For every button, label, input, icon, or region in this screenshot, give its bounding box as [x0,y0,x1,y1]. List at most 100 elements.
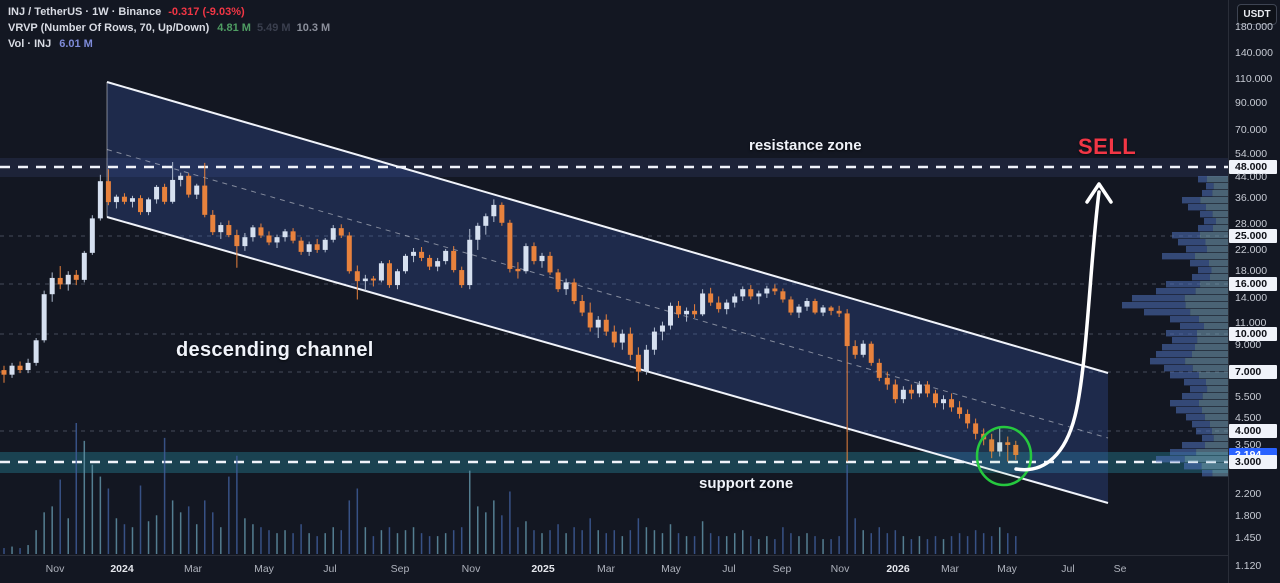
candle-body [796,306,802,313]
profile-down-bar [1198,176,1207,183]
volume-bar [468,470,471,554]
candlestick-chart[interactable] [0,0,1228,555]
volume-bar [67,518,69,554]
volume-bar [107,488,110,554]
candle-body [17,365,23,371]
candle-body [748,289,754,297]
candle-body [9,365,15,375]
volume-bar [966,536,969,554]
volume-label[interactable]: Vol · INJ [8,38,52,50]
volume-bar [814,536,816,554]
volume-bar [525,521,527,554]
profile-up-bar [1192,351,1228,358]
volume-bar [822,539,824,554]
legend-vrvp-row[interactable]: VRVP (Number Of Rows, 70, Up/Down) 4.81 M… [8,20,330,36]
candle-body [836,310,842,314]
profile-up-bar [1197,337,1228,344]
candle-body [812,301,818,313]
candle-body [780,291,786,300]
volume-bar [485,512,487,554]
candle-body [121,196,127,202]
volume-bar [557,524,559,554]
price-axis[interactable]: USDT 180.000 140.000 110.000 90.000 70.000 54… [1228,0,1280,583]
candle-body [627,333,633,355]
resistance-zone-label[interactable]: resistance zone [749,137,862,154]
profile-up-bar [1209,260,1228,267]
volume-bar [163,437,166,554]
price-tick-label: 4.500 [1235,412,1262,424]
volume-bar [404,530,407,554]
candle-body [242,237,248,247]
volume-bar [685,536,688,554]
profile-down-bar [1156,456,1185,463]
volume-bar [774,539,776,554]
candle-body [708,293,714,303]
projection-arrow [1014,190,1101,472]
descending-channel-label[interactable]: descending channel [176,339,374,361]
volume-bar [733,533,736,554]
price-tick-label: 70.000 [1235,124,1268,136]
profile-up-bar [1201,463,1228,470]
candle-body [386,263,392,286]
profile-up-bar [1192,365,1228,372]
candle-body [587,312,593,328]
volume-bar [918,536,921,554]
symbol-title[interactable]: INJ / TetherUS · 1W · Binance [8,6,162,18]
volume-bar [693,536,696,554]
candle-body [884,377,890,385]
candle-body [547,255,553,273]
candle-body [989,439,995,452]
currency-toggle-button[interactable]: USDT [1237,4,1277,25]
profile-down-bar [1192,421,1210,428]
volume-bar [902,536,905,554]
volume-bar [428,536,431,554]
volume-bar [380,530,383,554]
sell-label[interactable]: SELL [1078,134,1137,159]
volume-bar [43,512,45,554]
time-axis[interactable]: Nov 2024 Mar May Jul Sep Nov 2025 Mar May Jul Sep No… [0,555,1228,583]
profile-up-bar [1185,358,1228,365]
profile-up-bar [1202,393,1228,400]
profile-down-bar [1196,428,1212,435]
volume-bar [517,527,519,554]
time-tick-label: Jul [323,563,337,575]
volume-bar [204,500,206,554]
candle-body [555,272,561,290]
volume-bar [998,527,1001,554]
candle-body [941,399,947,404]
vrvp-value-3: 10.3 M [296,22,331,34]
chart-canvas[interactable] [0,0,1228,555]
candle-body [973,423,979,434]
volume-bar [605,533,607,554]
candle-body [178,175,184,180]
profile-down-bar [1202,190,1213,197]
time-tick-label: 2024 [110,563,134,575]
volume-bar [669,524,672,554]
volume-bar [717,536,720,554]
support-zone-label[interactable]: support zone [699,475,794,492]
profile-up-bar [1200,232,1228,239]
candle-body [844,313,850,347]
vrvp-label[interactable]: VRVP (Number Of Rows, 70, Up/Down) [8,22,210,34]
candle-body [81,252,87,280]
candle-body [234,235,240,247]
price-tick-label: 5.500 [1235,391,1262,403]
volume-bar [27,545,29,554]
legend-symbol-row[interactable]: INJ / TetherUS · 1W · Binance -0.317 (-9.… [8,4,330,20]
candle-body [635,354,641,372]
candle-body [194,185,200,195]
candle-body [89,218,95,253]
profile-up-bar [1207,176,1228,183]
chart-legend[interactable]: INJ / TetherUS · 1W · Binance -0.317 (-9.… [8,4,330,52]
candle-body [41,294,47,341]
candle-body [25,362,31,371]
candle-body [804,301,810,307]
candle-body [579,301,585,313]
candle-body [354,271,360,282]
legend-volume-row[interactable]: Vol · INJ 6.01 M [8,36,330,52]
volume-bar [910,539,913,554]
profile-up-bar [1204,323,1228,330]
profile-down-bar [1122,302,1186,309]
profile-down-bar [1186,246,1207,253]
volume-bar [220,527,222,554]
